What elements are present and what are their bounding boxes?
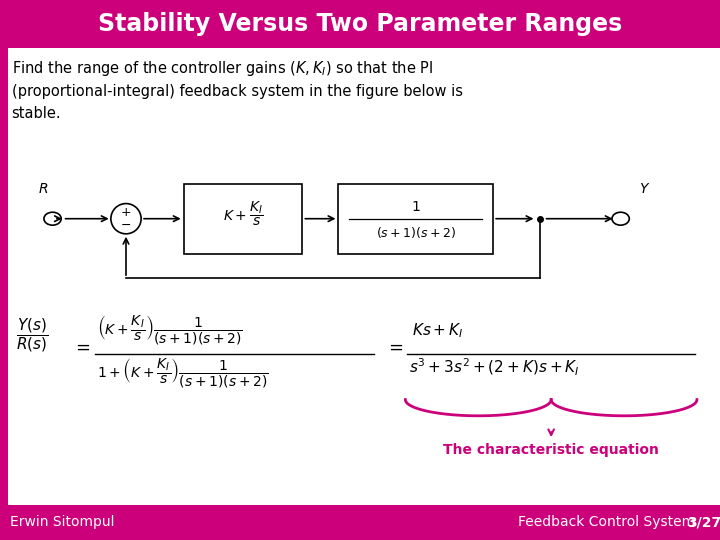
Text: $Ks+K_I$: $Ks+K_I$	[412, 321, 464, 340]
Text: $s^3+3s^2+(2+K)s+K_I$: $s^3+3s^2+(2+K)s+K_I$	[409, 356, 580, 377]
Text: $=$: $=$	[72, 338, 91, 355]
Text: The characteristic equation: The characteristic equation	[444, 443, 659, 457]
Text: $(s+1)(s+2)$: $(s+1)(s+2)$	[376, 225, 456, 240]
Text: $1$: $1$	[411, 200, 420, 214]
Text: 3/27: 3/27	[688, 516, 720, 529]
Text: −: −	[121, 219, 131, 232]
Text: Erwin Sitompul: Erwin Sitompul	[10, 516, 114, 529]
Bar	[0, 0, 720, 48]
Text: $1+\left(K+\dfrac{K_I}{s}\right)\dfrac{1}{(s+1)(s+2)}$: $1+\left(K+\dfrac{K_I}{s}\right)\dfrac{1…	[97, 356, 269, 389]
Text: Feedback Control System: Feedback Control System	[518, 516, 696, 529]
Bar	[184, 184, 302, 254]
Bar	[338, 184, 493, 254]
Text: $\left(K+\dfrac{K_I}{s}\right)\dfrac{1}{(s+1)(s+2)}$: $\left(K+\dfrac{K_I}{s}\right)\dfrac{1}{…	[97, 313, 243, 346]
Bar	[0, 505, 720, 540]
Bar	[0, 48, 8, 505]
Text: +: +	[121, 206, 131, 219]
Text: $Y$: $Y$	[639, 182, 650, 196]
Text: $R$: $R$	[38, 182, 48, 196]
Text: Stability Versus Two Parameter Ranges: Stability Versus Two Parameter Ranges	[98, 12, 622, 36]
Text: Find the range of the controller gains $(K, K_I)$ so that the PI
(proportional-i: Find the range of the controller gains $…	[12, 59, 462, 121]
Text: $\dfrac{Y(s)}{R(s)}$: $\dfrac{Y(s)}{R(s)}$	[16, 316, 48, 354]
Text: $K+\dfrac{K_I}{s}$: $K+\dfrac{K_I}{s}$	[222, 199, 264, 228]
Text: $=$: $=$	[385, 338, 404, 355]
